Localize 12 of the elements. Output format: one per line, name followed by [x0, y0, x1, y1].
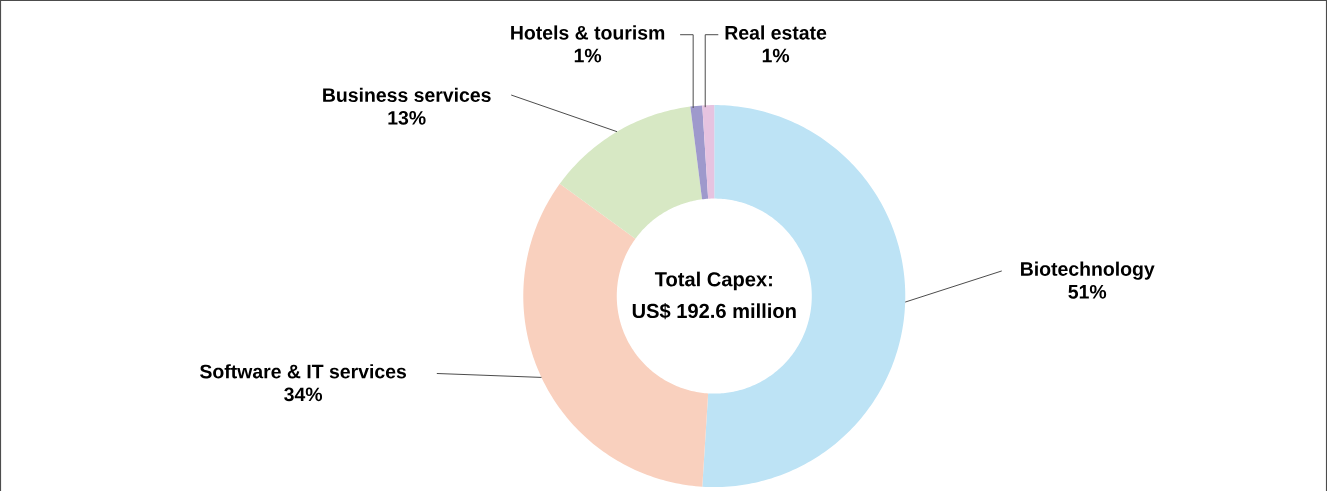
data-label: 1%: [762, 48, 790, 63]
data-label: 34%: [284, 387, 323, 402]
slice-label: Business services: [323, 87, 491, 103]
data-label: 13%: [388, 111, 426, 125]
slice-label: Real estate: [725, 25, 827, 40]
slice-label: Hotels & tourism: [511, 25, 665, 40]
data-label: 1%: [574, 48, 602, 63]
text: Total Capex:: [654, 271, 772, 291]
data-label: 51%: [1068, 285, 1107, 299]
slice-label: Biotechnology: [1021, 261, 1155, 280]
text: US$ 192.6 million: [632, 303, 796, 320]
slice-label: Software & IT services: [200, 364, 407, 379]
